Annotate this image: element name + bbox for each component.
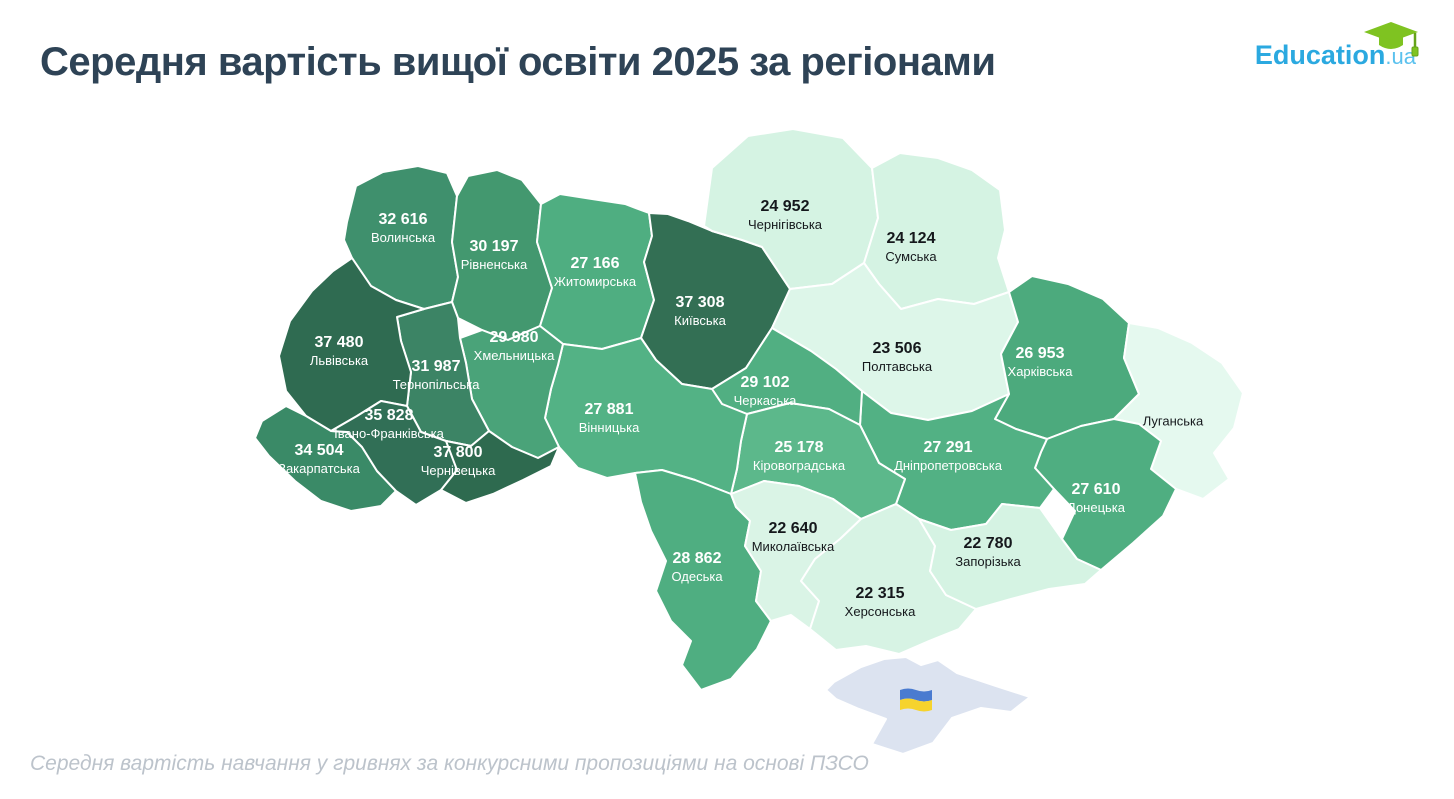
region-zaporizhzhia [918,503,1102,610]
region-sumy [863,152,1010,310]
region-chernivtsi [440,430,560,504]
footer-caption: Середня вартість навчання у гривнях за к… [30,752,869,775]
logo-brand-text: Education [1254,40,1386,70]
education-ua-logo[interactable]: Education .ua [1254,22,1419,71]
page-title: Середня вартість вищої освіти 2025 за ре… [40,40,996,84]
region-zhytomyr [536,193,655,350]
region-luhansk [1113,322,1244,500]
graduation-cap-icon [1362,20,1420,65]
region-rivne [451,169,553,341]
